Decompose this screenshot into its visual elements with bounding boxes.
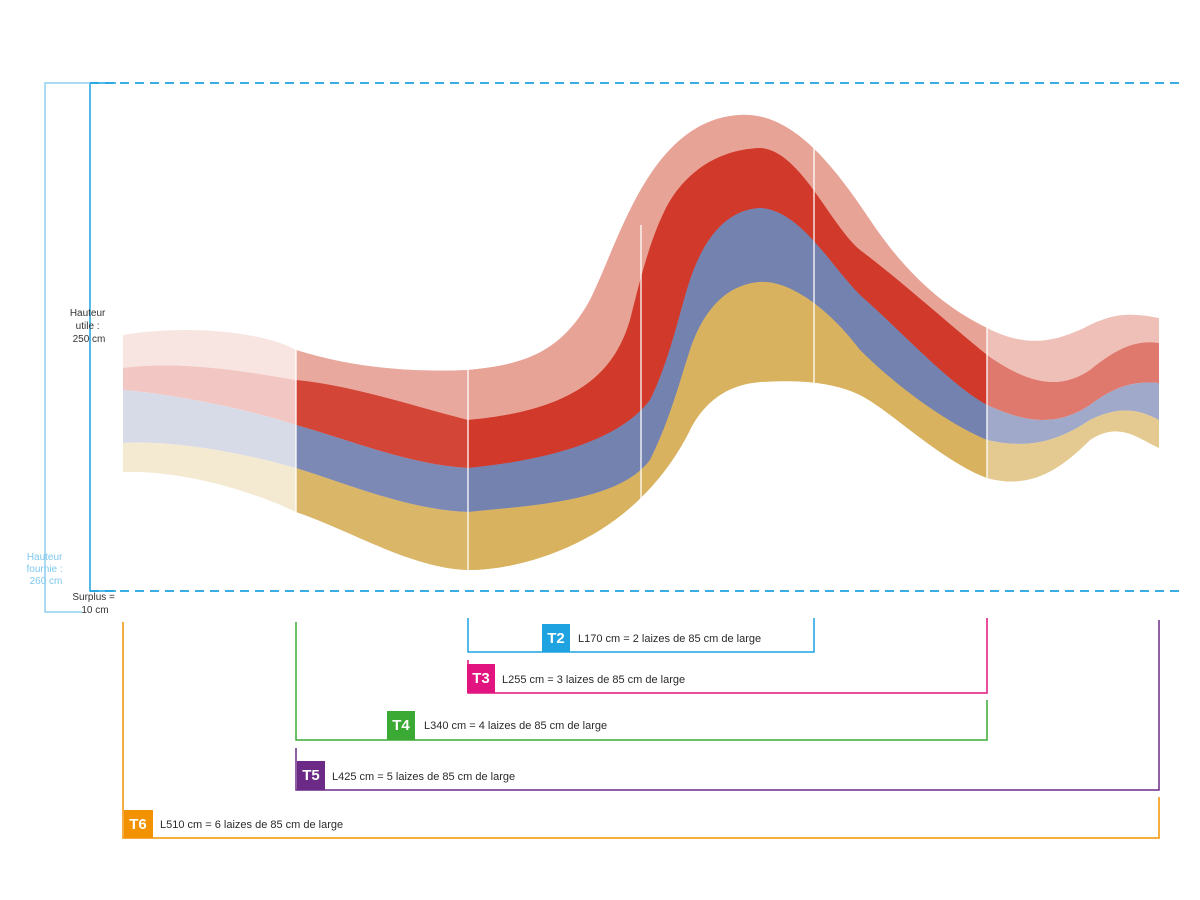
badge-t6 [124, 810, 153, 838]
supplied-height-label: Hauteur fournie : 260 cm [27, 552, 66, 587]
badge-t4 [387, 711, 415, 740]
badge-t4-code: T4 [392, 717, 410, 734]
bracket-t2 [467, 618, 815, 653]
badge-t3-code: T3 [472, 670, 490, 687]
supplied-height-bracket [44, 82, 90, 613]
size-t3-label: L255 cm = 3 laizes de 85 cm de large [502, 674, 685, 686]
surplus-label: Surplus = 10 cm [72, 592, 117, 616]
bracket-t5 [295, 620, 1160, 791]
laize-dividers [295, 130, 988, 575]
badge-t5 [297, 761, 325, 790]
size-t4-label: L340 cm = 4 laizes de 85 cm de large [424, 720, 607, 732]
height-brackets [44, 82, 116, 613]
badge-t6-code: T6 [129, 816, 147, 833]
useful-height-label: Hauteur utile : 250 cm [70, 308, 108, 345]
size-item-t6: T6 L510 cm = 6 laizes de 85 cm de large [124, 810, 343, 838]
bracket-t6 [122, 622, 1160, 839]
bracket-t4 [295, 622, 988, 741]
badge-t5-code: T5 [302, 767, 320, 784]
badge-t2-code: T2 [547, 630, 565, 647]
size-item-t2: T2 L170 cm = 2 laizes de 85 cm de large [542, 624, 761, 652]
useful-height-bracket [89, 82, 116, 592]
badge-t3 [467, 664, 495, 693]
size-item-t4: T4 L340 cm = 4 laizes de 85 cm de large [387, 711, 607, 740]
size-t5-label: L425 cm = 5 laizes de 85 cm de large [332, 771, 515, 783]
badge-t2 [542, 624, 570, 652]
size-item-t5: T5 L425 cm = 5 laizes de 85 cm de large [297, 761, 515, 790]
size-t2-label: L170 cm = 2 laizes de 85 cm de large [578, 633, 761, 645]
height-guides [90, 82, 1180, 592]
size-t6-label: L510 cm = 6 laizes de 85 cm de large [160, 819, 343, 831]
size-item-t3: T3 L255 cm = 3 laizes de 85 cm de large [467, 664, 685, 693]
width-brackets [122, 618, 1160, 839]
